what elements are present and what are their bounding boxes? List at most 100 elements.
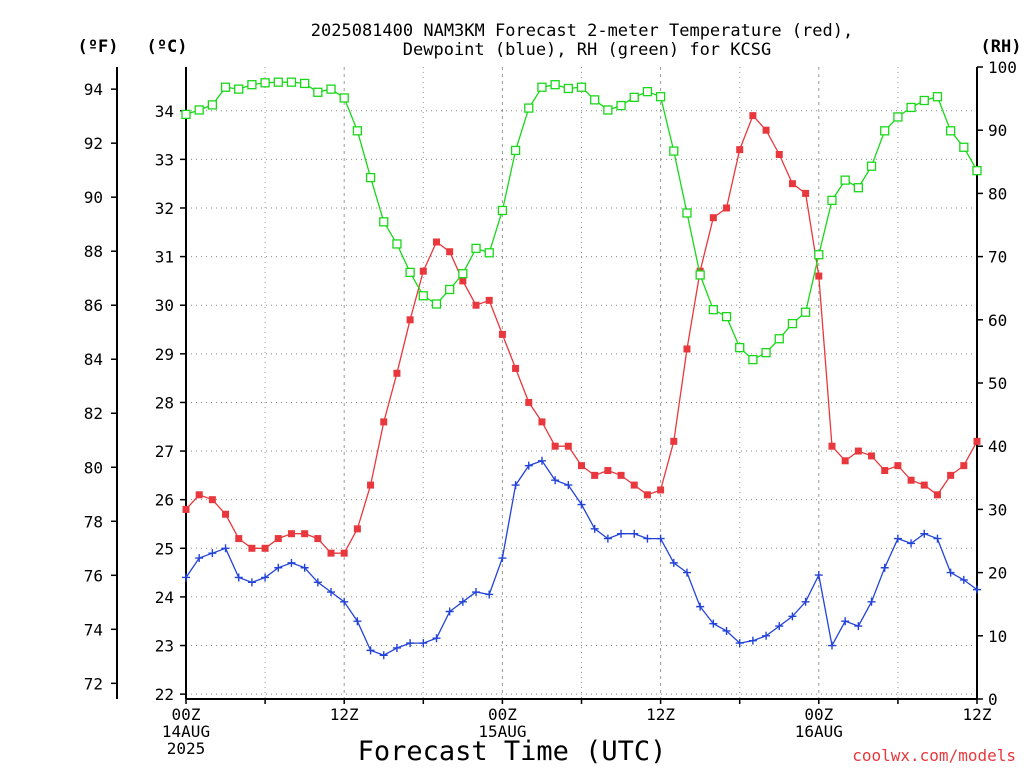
data-point-rh [866, 161, 877, 171]
data-point-rh [286, 77, 297, 87]
data-point-rh [919, 95, 929, 106]
data-point-dewpoint [933, 534, 942, 543]
fahrenheit-tick-label: 94 [84, 80, 103, 99]
y-axis-unit-rh: (RH) [981, 37, 1022, 57]
data-point-rh [576, 82, 587, 92]
data-point-rh [550, 80, 560, 90]
data-point-rh [695, 270, 705, 280]
data-point-rh [735, 342, 745, 353]
data-point-dewpoint [564, 481, 573, 490]
data-point-rh [365, 172, 376, 183]
data-point-dewpoint [340, 597, 349, 606]
celsius-tick-label: 32 [155, 199, 174, 218]
data-point-2-meter-temperature [643, 491, 651, 499]
data-point-rh [445, 284, 455, 295]
data-point-2-meter-temperature [709, 214, 717, 222]
data-point-2-meter-temperature [380, 418, 388, 426]
data-point-2-meter-temperature [182, 505, 190, 513]
data-point-rh [761, 348, 771, 358]
fahrenheit-tick-label: 78 [84, 512, 103, 531]
data-point-rh [655, 92, 666, 102]
data-point-dewpoint [524, 461, 533, 470]
data-point-2-meter-temperature [617, 471, 625, 479]
data-point-2-meter-temperature [538, 418, 546, 426]
data-point-dewpoint [419, 639, 428, 648]
series-dewpoint [182, 456, 981, 660]
data-point-dewpoint [814, 571, 823, 580]
data-point-rh [669, 146, 679, 156]
rh-tick-label: 30 [988, 500, 1007, 519]
data-point-2-meter-temperature [762, 126, 770, 134]
data-point-2-meter-temperature [353, 525, 361, 533]
data-point-2-meter-temperature [327, 549, 335, 557]
data-point-dewpoint [920, 529, 929, 538]
data-point-dewpoint [735, 639, 744, 648]
data-point-rh [787, 318, 798, 329]
data-point-rh [352, 126, 363, 136]
data-point-dewpoint [195, 554, 204, 563]
data-point-dewpoint [234, 573, 243, 582]
data-point-dewpoint [762, 631, 771, 640]
data-point-2-meter-temperature [775, 151, 783, 159]
celsius-tick-label: 28 [155, 393, 174, 412]
data-point-2-meter-temperature [591, 471, 599, 479]
data-point-dewpoint [696, 602, 705, 611]
data-point-2-meter-temperature [578, 462, 585, 470]
data-point-dewpoint [841, 617, 850, 626]
celsius-tick-label: 25 [155, 539, 174, 558]
data-point-dewpoint [406, 639, 415, 648]
data-point-2-meter-temperature [367, 481, 375, 489]
data-point-dewpoint [313, 578, 322, 587]
data-point-2-meter-temperature [604, 467, 612, 475]
data-point-rh [234, 84, 244, 94]
data-point-dewpoint [511, 481, 520, 490]
data-point-rh [827, 195, 837, 206]
data-point-dewpoint [458, 597, 467, 606]
data-point-rh [405, 267, 415, 278]
x-tick-label: 12Z [646, 705, 675, 724]
x-tick-label: 12Z [963, 705, 992, 724]
data-point-dewpoint [656, 534, 665, 543]
celsius-tick-label: 29 [155, 345, 174, 364]
data-point-rh [853, 183, 863, 193]
fahrenheit-tick-label: 82 [84, 404, 103, 423]
chart-title-line2: Dewpoint (blue), RH (green) for KCSG [403, 40, 771, 60]
celsius-tick-label: 24 [155, 588, 174, 607]
data-point-dewpoint [353, 617, 362, 626]
data-point-rh [260, 78, 270, 88]
data-point-dewpoint [287, 558, 296, 567]
data-point-dewpoint [445, 607, 454, 616]
data-point-rh [431, 299, 442, 309]
data-point-dewpoint [827, 641, 836, 650]
data-point-rh [721, 311, 732, 322]
data-point-rh [313, 87, 323, 97]
data-point-dewpoint [366, 646, 375, 655]
data-point-2-meter-temperature [933, 491, 941, 499]
fahrenheit-tick-label: 90 [84, 188, 103, 207]
data-point-dewpoint [498, 554, 507, 563]
data-point-rh [273, 77, 283, 87]
data-point-2-meter-temperature [828, 442, 836, 450]
data-point-dewpoint [300, 563, 309, 572]
data-point-dewpoint [973, 585, 981, 594]
data-point-rh [616, 100, 626, 111]
data-point-2-meter-temperature [261, 544, 269, 552]
data-point-2-meter-temperature [657, 486, 665, 494]
celsius-tick-label: 27 [155, 442, 174, 461]
data-point-rh [299, 78, 310, 89]
data-point-dewpoint [854, 622, 863, 631]
data-point-2-meter-temperature [248, 544, 256, 552]
fahrenheit-tick-label: 80 [84, 458, 103, 477]
data-point-2-meter-temperature [498, 330, 506, 338]
rh-tick-label: 40 [988, 437, 1007, 456]
data-point-dewpoint [867, 597, 876, 606]
x-tick-label: 15AUG [478, 722, 526, 741]
data-series [181, 77, 982, 660]
data-point-2-meter-temperature [222, 510, 230, 518]
data-point-dewpoint [247, 578, 256, 587]
data-point-dewpoint [880, 563, 889, 572]
rh-tick-label: 50 [988, 374, 1007, 393]
data-point-2-meter-temperature [472, 301, 480, 309]
rh-tick-label: 90 [988, 121, 1007, 140]
